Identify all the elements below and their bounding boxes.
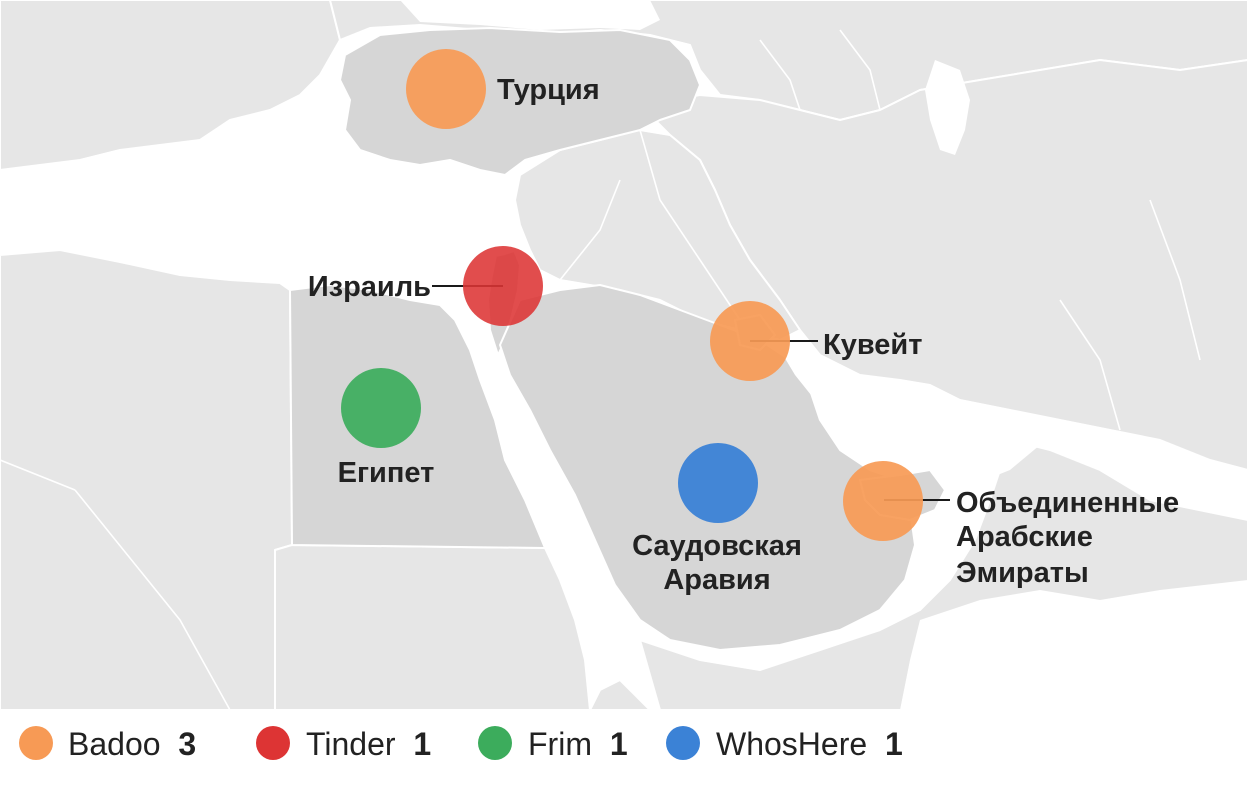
saudi-label-line-1: Саудовская [632,530,802,562]
legend-count-badoo: 3 [178,726,196,762]
mediterranean-sea [0,130,520,285]
saudi-label-line-2: Аравия [663,564,770,596]
border-line [759,39,801,111]
gulf-of-oman [960,430,1040,480]
legend-item-frim: Frim 1 [478,726,628,762]
turkey-marker[interactable] [406,49,486,129]
legend-count-whoshere: 1 [885,726,903,762]
country-labels: Турция Израиль Кувейт Египет Саудовская … [308,74,1179,596]
svg-text:Badoo 3: Badoo 3 [68,726,196,762]
red-sea [480,370,625,648]
legend-swatch-frim [478,726,512,760]
israel-label: Израиль [308,271,431,303]
border-line [839,29,881,111]
legend-item-badoo: Badoo 3 [19,726,196,762]
legend-name-whoshere: WhosHere [716,726,867,762]
markers [341,49,923,541]
svg-text:Tinder 1: Tinder 1 [306,726,431,762]
legend-swatch-badoo [19,726,53,760]
legend-count-frim: 1 [610,726,628,762]
svg-text:Frim 1: Frim 1 [528,726,628,762]
legend-swatch-whoshere [666,726,700,760]
border-line [1149,199,1201,361]
border-line [74,489,231,711]
saudi-marker[interactable] [678,443,758,523]
svg-text:WhosHere 1: WhosHere 1 [716,726,903,762]
uae-marker[interactable] [843,461,923,541]
north-africa [0,249,293,711]
legend-name-badoo: Badoo [68,726,161,762]
border-line [0,459,76,491]
legend-item-whoshere: WhosHere 1 [666,726,903,762]
uae-label-line-3: Эмираты [956,557,1089,589]
arabian-sea [900,580,1248,710]
caspian-sea [925,60,970,155]
egypt-label: Египет [338,457,435,489]
legend-band [0,710,1248,784]
egypt-marker[interactable] [341,368,421,448]
border-line [559,179,621,281]
seas [0,0,1248,710]
israel-marker[interactable] [463,246,543,326]
borders [0,29,1201,711]
turkey-label: Турция [497,74,600,106]
kuwait-marker[interactable] [710,301,790,381]
border-line [639,129,741,321]
legend-name-frim: Frim [528,726,592,762]
legend: Badoo 3 Tinder 1 Frim 1 WhosHere 1 [19,726,903,762]
persian-gulf [780,345,935,470]
sudan-region [274,544,591,711]
border-line [1059,299,1121,431]
legend-name-tinder: Tinder [306,726,396,762]
uae-label-line-2: Арабские [956,521,1093,553]
legend-swatch-tinder [256,726,290,760]
uae-label-line-1: Объединенные [956,487,1179,519]
legend-count-tinder: 1 [413,726,431,762]
legend-item-tinder: Tinder 1 [256,726,431,762]
kuwait-label: Кувейт [823,329,922,361]
black-sea [400,0,660,30]
